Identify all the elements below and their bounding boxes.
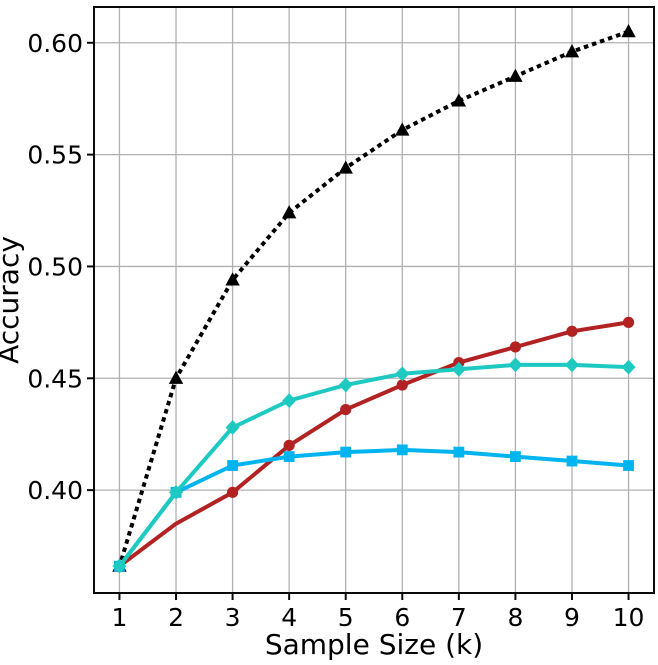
x-axis-label: Sample Size (k) xyxy=(265,628,483,661)
dark-red-circle-series-marker xyxy=(396,379,408,391)
black-dotted-triangle-series-marker xyxy=(225,272,240,286)
turquoise-diamond-series xyxy=(112,357,636,574)
sky-blue-square-series-marker xyxy=(510,451,521,462)
turquoise-diamond-series-marker xyxy=(395,366,410,382)
sky-blue-square-series-line xyxy=(117,447,631,569)
sky-blue-square-series-marker xyxy=(340,446,352,458)
x-tick-label: 7 xyxy=(451,603,467,632)
black-dotted-triangle-series-marker xyxy=(395,122,410,136)
x-tick-label: 10 xyxy=(613,603,645,632)
turquoise-diamond-series-marker xyxy=(338,377,353,393)
black-dotted-triangle-series-marker xyxy=(451,93,467,107)
black-dotted-triangle-series-marker xyxy=(621,24,636,38)
turquoise-diamond-series-line xyxy=(117,362,631,569)
y-tick-label: 0.55 xyxy=(27,141,83,170)
x-tick-label: 6 xyxy=(394,603,410,632)
black-dotted-triangle-series-marker xyxy=(508,68,523,82)
black-dotted-triangle-series-marker xyxy=(564,44,580,58)
turquoise-diamond-series-marker xyxy=(564,357,579,373)
series-layer xyxy=(112,24,636,574)
turquoise-diamond-series-marker xyxy=(282,393,297,409)
grid-layer xyxy=(94,7,654,593)
dark-red-circle-series-marker xyxy=(226,486,239,498)
plot-border xyxy=(93,6,655,594)
y-tick-label: 0.50 xyxy=(27,252,83,281)
x-tick-label: 8 xyxy=(507,603,523,632)
x-tick-label: 3 xyxy=(225,603,241,632)
sky-blue-square-series-marker xyxy=(283,451,295,462)
dark-red-circle-series-marker xyxy=(340,403,352,416)
x-tick-label: 2 xyxy=(168,603,184,632)
dark-red-circle-series-marker xyxy=(566,325,578,337)
axis-layer: 1 2 3 4 5 6 7 8 9 10 0.40 0.45 0.50 0.55 0.60 xyxy=(27,6,655,632)
x-tick-label: 9 xyxy=(564,603,580,632)
sky-blue-square-series-marker xyxy=(396,444,408,456)
sky-blue-square-series xyxy=(114,444,634,572)
dark-red-circle-series-marker xyxy=(622,316,635,328)
turquoise-diamond-series-marker xyxy=(225,420,240,435)
x-tick-label: 5 xyxy=(338,603,354,632)
y-tick-label: 0.60 xyxy=(27,29,83,58)
y-axis-label: Accuracy xyxy=(0,236,25,364)
dark-red-circle-series-marker xyxy=(283,439,295,451)
sky-blue-square-series-marker xyxy=(623,460,634,471)
y-tick-label: 0.45 xyxy=(27,364,83,393)
dark-red-circle-series-marker xyxy=(509,341,522,353)
black-dotted-triangle-series-marker xyxy=(338,160,353,174)
y-tick-label: 0.40 xyxy=(27,476,83,505)
black-dotted-triangle-series-marker xyxy=(168,370,184,384)
dark-red-circle-series-line xyxy=(117,320,631,569)
black-dotted-triangle-series-marker xyxy=(281,205,297,219)
turquoise-diamond-series-marker xyxy=(169,484,184,500)
black-dotted-triangle-series xyxy=(112,24,636,572)
turquoise-diamond-series-marker xyxy=(112,558,127,574)
sky-blue-square-series-marker xyxy=(453,446,465,458)
x-tick-label: 4 xyxy=(281,603,297,632)
black-dotted-triangle-series-line xyxy=(117,29,632,569)
x-tick-label: 1 xyxy=(112,603,128,632)
sky-blue-square-series-marker xyxy=(227,460,238,471)
turquoise-diamond-series-marker xyxy=(451,361,466,377)
dark-red-circle-series xyxy=(113,316,635,572)
sky-blue-square-series-marker xyxy=(566,455,578,467)
turquoise-diamond-series-marker xyxy=(508,357,523,373)
turquoise-diamond-series-marker xyxy=(621,359,636,375)
